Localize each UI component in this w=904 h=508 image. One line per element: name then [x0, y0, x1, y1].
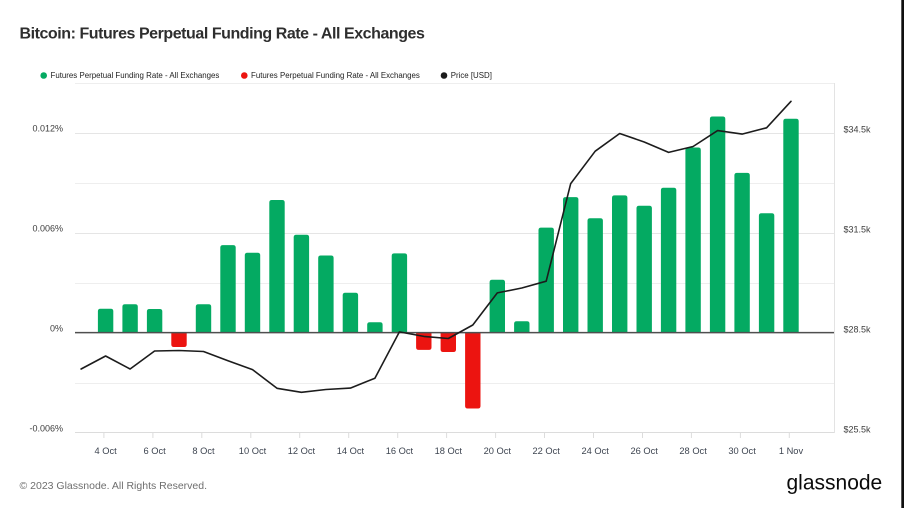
- svg-text:12 Oct: 12 Oct: [288, 446, 316, 456]
- svg-text:$31.5k: $31.5k: [844, 225, 872, 235]
- svg-text:26 Oct: 26 Oct: [631, 446, 659, 456]
- svg-text:$34.5k: $34.5k: [844, 125, 872, 135]
- svg-text:Bitcoin: Futures Perpetual Fun: Bitcoin: Futures Perpetual Funding Rate …: [20, 26, 425, 43]
- svg-text:8 Oct: 8 Oct: [192, 446, 215, 456]
- svg-text:1 Nov: 1 Nov: [779, 446, 804, 456]
- svg-text:10 Oct: 10 Oct: [239, 446, 267, 456]
- svg-text:22 Oct: 22 Oct: [533, 446, 561, 456]
- svg-text:© 2023 Glassnode. All Rights R: © 2023 Glassnode. All Rights Reserved.: [20, 480, 208, 492]
- svg-text:0%: 0%: [50, 324, 63, 334]
- svg-text:0.006%: 0.006%: [32, 224, 63, 234]
- svg-text:6 Oct: 6 Oct: [143, 446, 166, 456]
- svg-text:Futures Perpetual Funding Rate: Futures Perpetual Funding Rate - All Exc…: [251, 71, 420, 80]
- svg-text:glassnode: glassnode: [787, 471, 883, 494]
- svg-text:28 Oct: 28 Oct: [679, 446, 707, 456]
- svg-text:24 Oct: 24 Oct: [582, 446, 610, 456]
- svg-text:$28.5k: $28.5k: [844, 325, 872, 335]
- svg-text:14 Oct: 14 Oct: [337, 446, 365, 456]
- svg-text:$25.5k: $25.5k: [844, 425, 872, 435]
- svg-text:4 Oct: 4 Oct: [94, 446, 117, 456]
- svg-text:-0.006%: -0.006%: [29, 424, 63, 434]
- svg-text:18 Oct: 18 Oct: [435, 446, 463, 456]
- svg-text:20 Oct: 20 Oct: [484, 446, 512, 456]
- svg-text:Price [USD]: Price [USD]: [451, 71, 492, 80]
- svg-text:Futures Perpetual Funding Rate: Futures Perpetual Funding Rate - All Exc…: [51, 71, 220, 80]
- svg-text:0.012%: 0.012%: [32, 124, 63, 134]
- svg-text:30 Oct: 30 Oct: [728, 446, 756, 456]
- svg-text:16 Oct: 16 Oct: [386, 446, 414, 456]
